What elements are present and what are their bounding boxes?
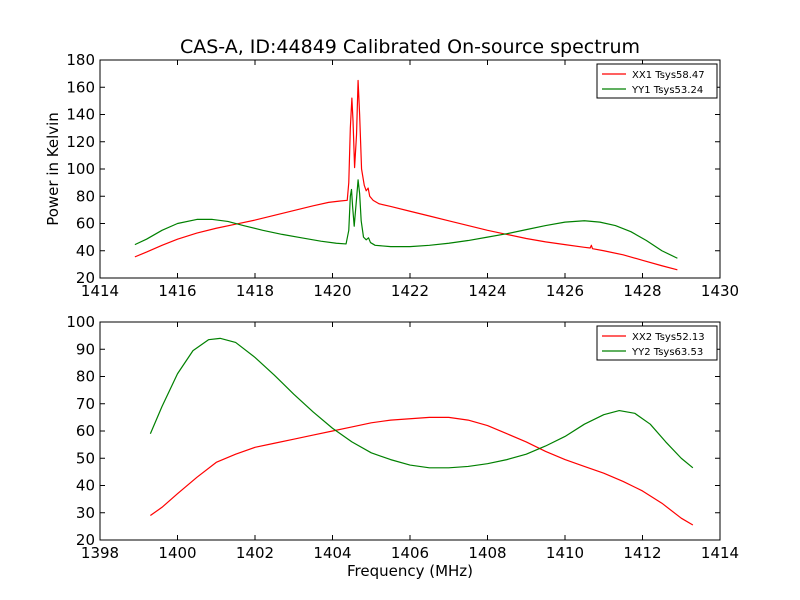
bottom-y-tick-label: 100	[66, 313, 95, 331]
top-series-line-1	[134, 79, 678, 271]
bottom-x-tick-label: 1406	[391, 544, 429, 562]
top-x-tick-label: 1422	[391, 282, 429, 300]
top-y-tick-label: 80	[76, 187, 95, 205]
top-y-tick-label: 20	[76, 269, 95, 287]
bottom-x-tick-label: 1410	[546, 544, 584, 562]
top-series-lines	[134, 79, 678, 271]
top-legend-label-1: XX1 Tsys58.47	[632, 70, 705, 81]
top-panel: 1414 1416 1418 1420 1422 1424 1426 1428 1430 20 40…	[44, 51, 739, 300]
chart-title: CAS-A, ID:44849 Calibrated On-source spe…	[180, 36, 640, 58]
bottom-series-lines	[149, 337, 694, 526]
bottom-legend: XX2 Tsys52.13 YY2 Tsys63.53	[596, 325, 718, 361]
bottom-x-tick-label: 1408	[468, 544, 506, 562]
top-y-axis-label: Power in Kelvin	[44, 112, 62, 226]
bottom-series-line-1	[150, 416, 694, 526]
bottom-x-tick-label: 1398	[81, 544, 119, 562]
bottom-y-tick-label: 70	[76, 395, 95, 413]
bottom-legend-label-1: XX2 Tsys52.13	[632, 332, 705, 343]
bottom-series-line-2	[149, 337, 694, 469]
bottom-y-tick-label: 80	[76, 368, 95, 386]
bottom-x-tick-label: 1402	[236, 544, 274, 562]
top-series-line-2	[134, 179, 678, 259]
x-axis-label: Frequency (MHz)	[347, 562, 473, 580]
top-y-tick-label: 40	[76, 242, 95, 260]
top-x-tick-label: 1416	[158, 282, 196, 300]
bottom-legend-label-2: YY2 Tsys63.53	[631, 347, 703, 358]
top-legend-label-2: YY1 Tsys53.24	[631, 85, 703, 96]
bottom-panel: 1398 1400 1402 1404 1406 1408 1410 1412 1414 20 30…	[66, 313, 739, 562]
bottom-x-tick-label: 1400	[158, 544, 196, 562]
top-y-tick-label: 100	[66, 160, 95, 178]
bottom-x-tick-label: 1414	[701, 544, 739, 562]
top-legend: XX1 Tsys58.47 YY1 Tsys53.24	[596, 63, 718, 99]
top-tick-marks: 1414 1416 1418 1420 1422 1424 1426 1428 1430 20 40…	[66, 51, 739, 300]
bottom-y-tick-label: 60	[76, 422, 95, 440]
top-y-tick-label: 120	[66, 133, 95, 151]
top-x-tick-label: 1424	[468, 282, 506, 300]
top-x-tick-label: 1426	[546, 282, 584, 300]
bottom-legend-box	[596, 325, 718, 361]
top-y-tick-label: 140	[66, 106, 95, 124]
top-y-tick-label: 180	[66, 51, 95, 69]
top-y-tick-label: 160	[66, 78, 95, 96]
top-y-tick-label: 60	[76, 215, 95, 233]
bottom-y-tick-label: 30	[76, 504, 95, 522]
top-x-tick-label: 1420	[313, 282, 351, 300]
top-x-tick-label: 1430	[701, 282, 739, 300]
bottom-y-tick-label: 50	[76, 449, 95, 467]
bottom-y-tick-label: 40	[76, 477, 95, 495]
top-x-tick-label: 1418	[236, 282, 274, 300]
top-legend-box	[596, 63, 718, 99]
bottom-tick-marks: 1398 1400 1402 1404 1406 1408 1410 1412 1414 20 30…	[66, 313, 739, 562]
top-x-tick-label: 1428	[623, 282, 661, 300]
top-x-tick-label: 1414	[81, 282, 119, 300]
bottom-y-tick-label: 90	[76, 340, 95, 358]
bottom-y-tick-label: 20	[76, 531, 95, 549]
bottom-x-tick-label: 1412	[623, 544, 661, 562]
bottom-x-tick-label: 1404	[313, 544, 351, 562]
